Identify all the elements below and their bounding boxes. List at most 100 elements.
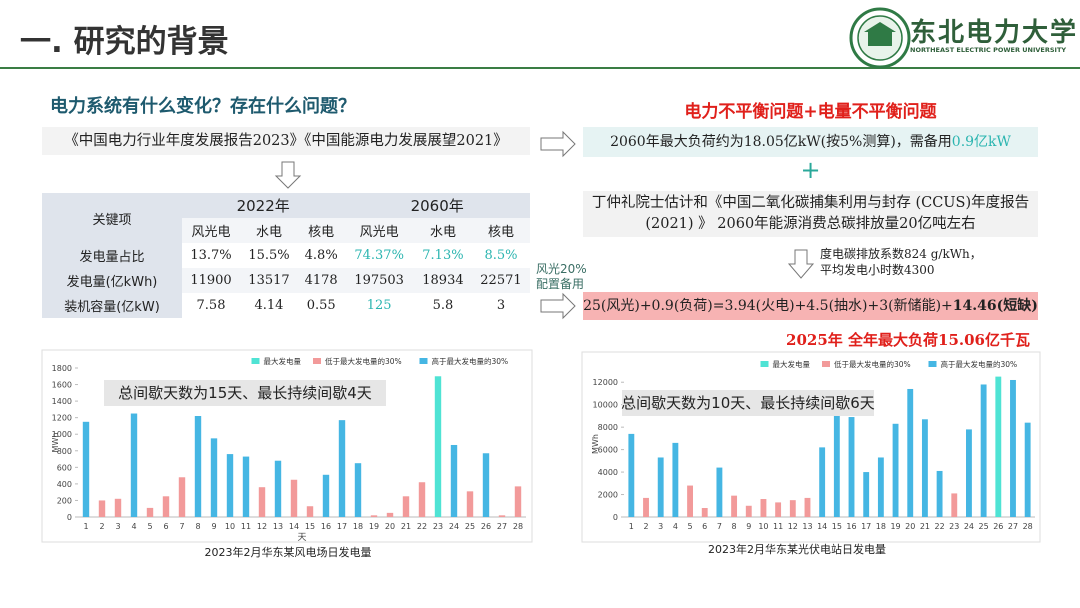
legend-swatch (313, 358, 321, 364)
bar (226, 454, 234, 517)
x-tick-label: 1 (83, 522, 88, 531)
table-cell: 水电 (413, 218, 472, 243)
table-cell: 核电 (297, 218, 345, 243)
bar (194, 416, 202, 517)
bar (804, 497, 811, 517)
table-cell: 4.14 (254, 298, 284, 313)
x-axis-label: 天 (297, 533, 306, 543)
bar (386, 512, 394, 517)
table-cell: 发电量(亿kWh) (42, 268, 182, 293)
arrow (540, 130, 576, 158)
x-tick-label: 11 (241, 522, 251, 531)
bar (146, 507, 154, 517)
bar (354, 463, 362, 517)
bar (848, 417, 855, 517)
bar (819, 447, 826, 517)
bar (775, 502, 782, 517)
x-tick-label: 14 (289, 522, 299, 531)
y-tick-label: 4000 (598, 468, 618, 477)
bar (980, 384, 987, 517)
emission-line: 平均发电小时数4300 (820, 263, 935, 277)
x-tick-label: 22 (417, 522, 427, 531)
x-tick-label: 28 (513, 522, 523, 531)
x-tick-label: 25 (465, 522, 475, 531)
x-tick-label: 13 (802, 522, 812, 531)
table-cell: 125 (366, 298, 392, 313)
bar (434, 376, 442, 517)
x-tick-label: 3 (658, 522, 663, 531)
x-tick-label: 21 (920, 522, 930, 531)
bar (482, 453, 490, 517)
x-tick-label: 26 (481, 522, 491, 531)
y-tick-label: 1800 (52, 364, 72, 373)
y-tick-label: 1400 (52, 397, 72, 406)
legend-label: 最大发电量 (773, 359, 811, 369)
chart-title: 2023年2月华东某光伏电站日发电量 (708, 542, 886, 556)
balance-text: 25(风光)+0.9(负荷)=3.94(火电)+4.5(抽水)+3(新储能)+ (583, 298, 953, 314)
arrow (787, 249, 815, 279)
x-tick-label: 26 (993, 522, 1003, 531)
bar (370, 515, 378, 517)
bar (258, 487, 266, 517)
x-tick-label: 1 (629, 522, 634, 531)
y-tick-label: 0 (613, 513, 618, 522)
bar (418, 482, 426, 517)
table-cell: 4.8% (304, 248, 338, 263)
x-tick-label: 14 (817, 522, 827, 531)
question: 电力系统有什么变化？存在什么问题？ (50, 96, 356, 117)
logo-name: 东北电力大学 (910, 18, 1079, 48)
x-tick-label: 7 (717, 522, 722, 531)
annotation-box (104, 380, 386, 406)
y-axis-label: MWh (591, 434, 600, 454)
annotation: 总间歇天数为10天、最长持续间歇6天 (621, 394, 875, 412)
table-cell: 11900 (182, 268, 240, 293)
x-tick-label: 13 (273, 522, 283, 531)
table-cell: 3 (496, 298, 506, 313)
table-cell: 18934 (413, 268, 472, 293)
legend-swatch (928, 361, 937, 367)
bar (921, 419, 928, 517)
x-tick-label: 10 (225, 522, 235, 531)
legend-label: 低于最大发电量的30% (834, 359, 911, 369)
emission-note: 度电碳排放系数824 g/kWh， 平均发电小时数4300 (820, 246, 982, 278)
x-tick-label: 18 (353, 522, 363, 531)
bar (701, 508, 708, 517)
y-tick-label: 12000 (593, 378, 618, 387)
max-load: 2060年最大负荷约为18.05亿kW(按5%测算)，需备用0.9亿kW (583, 127, 1038, 157)
table-cell: 关键项 (42, 193, 182, 243)
bar (306, 506, 314, 517)
bar (789, 500, 796, 517)
bar (687, 485, 693, 517)
bar (322, 474, 330, 517)
bar (731, 495, 738, 517)
emission-line: 度电碳排放系数824 g/kWh， (820, 247, 982, 261)
bar (210, 438, 218, 517)
bar (760, 499, 767, 517)
table-cell: 22571 (471, 268, 530, 293)
y-tick-label: 0 (67, 513, 72, 522)
x-tick-label: 24 (449, 522, 459, 531)
chart-title: 2023年2月华东某风电场日发电量 (205, 545, 372, 559)
x-tick-label: 12 (257, 522, 267, 531)
balance-shortage: 14.46(短缺) (952, 298, 1038, 314)
bar (643, 497, 649, 517)
table-cell: 13517 (239, 268, 298, 293)
plus-sign: + (800, 156, 821, 184)
table-row: 发电量(亿kWh) 11900 13517 4178 197503 18934 22571 (42, 268, 530, 293)
table-cell: 0.55 (306, 298, 336, 313)
annotation-box (622, 390, 874, 416)
y-tick-label: 400 (57, 480, 72, 489)
x-tick-label: 5 (688, 522, 693, 531)
x-tick-label: 2 (99, 522, 104, 531)
y-axis-label: MWh (51, 433, 60, 453)
x-tick-label: 25 (979, 522, 989, 531)
bar (936, 470, 943, 517)
max-load-2025: 2025年 全年最大负荷15.06亿千瓦 (786, 331, 1030, 349)
table-row: 装机容量(亿kW) 7.58 4.14 0.55 125 5.8 3 (42, 293, 530, 318)
x-tick-label: 4 (673, 522, 678, 531)
legend-label: 低于最大发电量的30% (325, 356, 402, 366)
side-note: 风光20% 配置备用 (536, 262, 587, 292)
legend-label: 最大发电量 (264, 356, 302, 366)
legend-swatch (251, 358, 260, 364)
bar (833, 415, 840, 517)
